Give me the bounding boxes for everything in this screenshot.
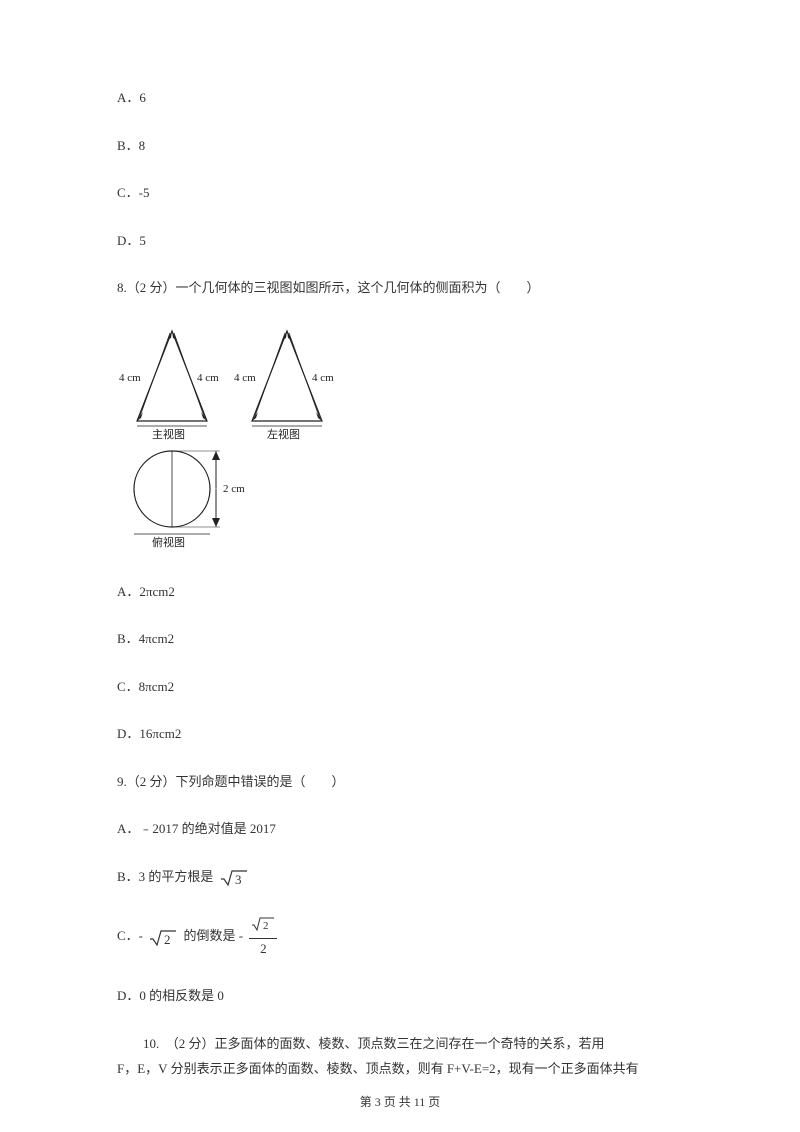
svg-text:3: 3 bbox=[235, 872, 242, 887]
q9-c-mid: 的倒数是 - bbox=[180, 928, 246, 943]
q9-c-prefix: C．- bbox=[117, 928, 146, 943]
q8-front-caption: 主视图 bbox=[152, 427, 185, 441]
q8-option-c: C．8πcm2 bbox=[117, 677, 683, 697]
page-content: A．6 B．8 C．-5 D．5 8.（2 分）一个几何体的三视图如图所示，这个… bbox=[0, 0, 800, 1079]
q9-option-c: C．- 2 的倒数是 - 22 bbox=[117, 916, 683, 958]
q10-line1: 10. （2 分）正多面体的面数、棱数、顶点数三在之间存在一个奇特的关系，若用 bbox=[117, 1034, 683, 1054]
q8-option-a: A．2πcm2 bbox=[117, 582, 683, 602]
q9-option-b: B．3 的平方根是 3 bbox=[117, 867, 683, 889]
q10-line2: F，E，V 分别表示正多面体的面数、棱数、顶点数，则有 F+V-E=2，现有一个… bbox=[117, 1059, 683, 1079]
q8-left-caption: 左视图 bbox=[267, 427, 300, 441]
q7-option-b: B．8 bbox=[117, 136, 683, 156]
svg-text:2: 2 bbox=[164, 932, 171, 947]
q8-top-caption: 俯视图 bbox=[152, 535, 185, 549]
q8-option-d: D．16πcm2 bbox=[117, 724, 683, 744]
q8-front-left-label: 4 cm bbox=[119, 372, 141, 384]
q8-stem: 8.（2 分）一个几何体的三视图如图所示，这个几何体的侧面积为（ ） bbox=[117, 278, 683, 298]
q8-top-dim: 2 cm bbox=[223, 483, 245, 495]
q9-stem: 9.（2 分）下列命题中错误的是（ ） bbox=[117, 772, 683, 792]
q9-b-prefix: B．3 的平方根是 bbox=[117, 869, 217, 884]
q7-option-d: D．5 bbox=[117, 231, 683, 251]
q8-left-left-label: 4 cm bbox=[234, 372, 256, 384]
q8-left-right-label: 4 cm bbox=[312, 372, 334, 384]
svg-text:2: 2 bbox=[263, 920, 269, 932]
sqrt-2-left: 2 bbox=[149, 927, 177, 948]
fraction-sqrt2-over-2: 22 bbox=[249, 916, 277, 958]
q8-option-b: B．4πcm2 bbox=[117, 629, 683, 649]
q7-option-a: A．6 bbox=[117, 88, 683, 108]
sqrt-3: 3 bbox=[220, 867, 248, 888]
q9-option-a: A．﹣2017 的绝对值是 2017 bbox=[117, 819, 683, 839]
q9-option-d: D．0 的相反数是 0 bbox=[117, 986, 683, 1006]
q7-option-c: C．-5 bbox=[117, 183, 683, 203]
q8-front-right-label: 4 cm bbox=[197, 372, 219, 384]
page-footer: 第 3 页 共 11 页 bbox=[0, 1093, 800, 1110]
q8-figure: 4 cm 4 cm 主视图 4 cm 4 cm 左视图 bbox=[117, 326, 357, 554]
